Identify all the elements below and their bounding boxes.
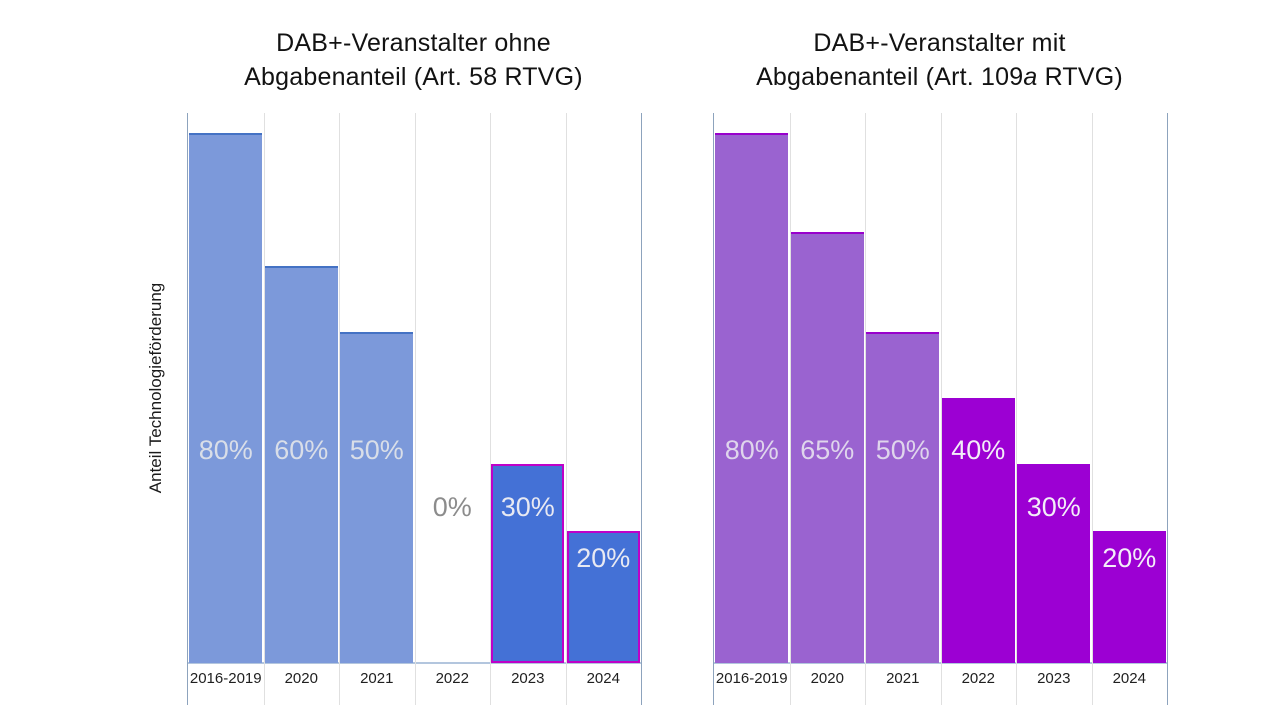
plot-area-left: 80% 2016-2019 60% 2020 50% 2021 0% 2022 30% 2023 2… [187,113,642,705]
x-axis-label: 2022 [961,670,995,687]
gridline [490,113,491,705]
x-axis-label: 2024 [586,670,620,687]
chart-title-left: DAB+-Veranstalter ohne Abgabenanteil (Ar… [187,26,640,94]
x-axis-label: 2016-2019 [189,670,262,687]
bar-value-label: 0% [432,492,472,522]
x-axis-label: 2020 [810,670,844,687]
gridline [565,113,567,705]
x-axis-label: 2023 [511,670,545,687]
bar-2020 [790,232,864,663]
gridline [865,113,866,705]
gridline [1016,113,1017,705]
x-axis-label: 2020 [284,670,318,687]
gridline [789,113,791,705]
bar-2022 [941,398,1015,663]
x-axis-label: 2023 [1037,670,1071,687]
plot-area-right: 80% 2016-2019 65% 2020 50% 2021 40% 2022 30% 2023… [713,113,1168,705]
gridline [339,113,340,705]
gridline [263,113,265,705]
bar-2021 [340,331,414,663]
chart-title-left-line2: Abgabenanteil (Art. 58 RTVG) [244,63,583,91]
bar-2024 [1092,530,1166,663]
chart-title-right: DAB+-Veranstalter mit Abgabenanteil (Art… [713,26,1166,94]
x-axis-label: 2022 [435,670,469,687]
bar-2016-2019 [715,133,789,663]
chart-title-left-line1: DAB+-Veranstalter ohne [276,29,551,57]
bar-2016-2019 [189,133,263,663]
x-axis-label: 2021 [886,670,920,687]
bar-2024 [566,530,640,663]
chart-title-right-line1: DAB+-Veranstalter mit [813,29,1066,57]
gridline [1091,113,1093,705]
x-axis-label: 2024 [1112,670,1146,687]
bar-2023 [1017,464,1091,663]
bar-2021 [866,331,940,663]
y-axis-title: Anteil Technologieförderung [146,282,165,494]
bar-2020 [264,265,338,663]
gridline [940,113,942,705]
bar-2023 [491,464,565,663]
chart-title-right-line2: Abgabenanteil (Art. 109a RTVG) [756,63,1123,91]
gridline [414,113,416,705]
x-axis-label: 2021 [360,670,394,687]
x-axis-label: 2016-2019 [715,670,788,687]
